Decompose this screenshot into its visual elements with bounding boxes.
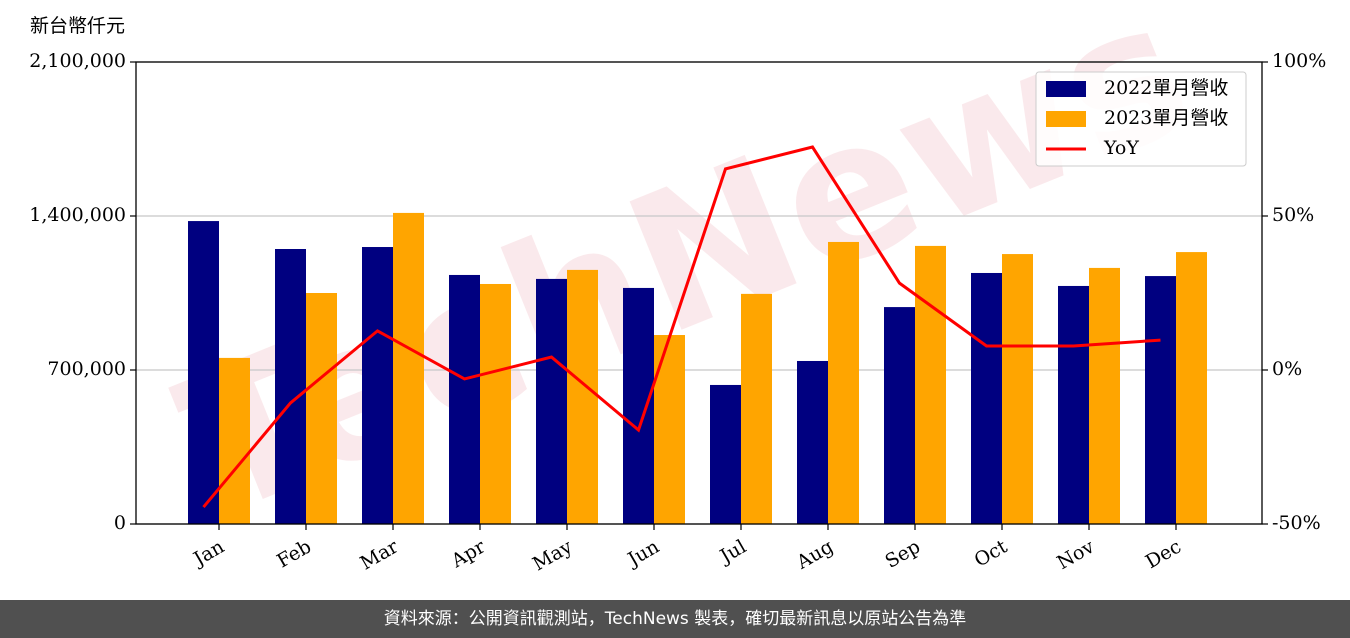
bar [828,241,859,524]
bar [1089,267,1120,524]
y2-tick-label: 50% [1272,204,1314,226]
y2-tick-label: 100% [1272,50,1326,72]
bar [480,283,511,524]
bar [1002,254,1033,524]
footer: 資料來源：公開資訊觀測站，TechNews 製表，確切最新訊息以原站公告為準 [384,609,966,629]
legend-label: YoY [1103,137,1139,159]
x-tick-label: Jun [622,536,663,572]
y-tick-label: 1,400,000 [29,204,126,226]
legend-box [1035,71,1247,167]
bar [710,384,741,524]
x-tick-label: Sep [881,536,924,573]
bar [306,293,337,524]
legend-swatch [1046,111,1086,127]
footer-bar [0,600,1350,638]
x-tick-label: Oct [971,535,1012,571]
x-tick-label: Aug [792,536,837,575]
x-tick-label: Dec [1142,536,1185,574]
bar [741,293,772,524]
y2-tick-label: 0% [1272,358,1302,380]
bar [536,278,567,524]
y-tick-label: 2,100,000 [29,50,126,72]
bar [654,335,685,524]
x-tick-label: Feb [273,536,315,573]
y-tick-label: 0 [114,512,126,534]
bar [797,360,828,524]
x-tick-label: Mar [356,535,402,574]
bar [1145,276,1176,524]
line [202,145,1161,509]
y2-tick-label: -50% [1272,512,1321,534]
legend-swatch [1046,81,1086,97]
bar [623,287,654,524]
bar [971,272,1002,524]
bar [567,269,598,524]
legend-label: 2023單月營收 [1104,107,1228,129]
legend: 2022單月營收 2023單月營收 YoY [1035,71,1247,167]
plot-frame [135,61,1263,525]
x-tick-label: Jan [188,536,228,572]
y-tick-label: 700,000 [47,358,126,380]
bar [1058,285,1089,524]
bar [219,357,250,524]
bar [915,245,946,525]
x-tick-label: Apr [447,535,490,572]
x-tick-label: Nov [1053,535,1098,574]
bar [275,249,306,524]
bar [393,212,424,525]
bar [188,221,219,524]
bar [884,307,915,524]
bar [362,247,393,524]
bar [1176,252,1207,524]
bar [449,274,480,524]
x-tick-label: May [529,535,576,575]
legend-label: 2022單月營收 [1104,77,1228,99]
x-tick-label: Jul [715,536,750,569]
y-axis-label: 新台幣仟元 [30,15,125,37]
